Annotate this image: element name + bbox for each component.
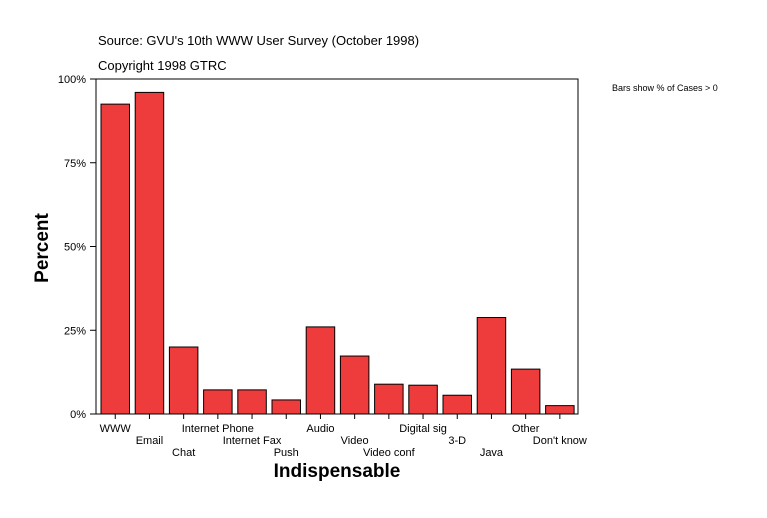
x-tick-label-java: Java [480,447,504,459]
bar-other [510,368,541,415]
y-axis-ticks: 0% 25% 50% 75% 100% [58,74,96,421]
bar-digital-sig [408,384,438,415]
x-tick-label-push: Push [274,447,299,459]
bar-video-conf [374,383,404,415]
bar-audio [305,326,336,415]
bar-email [134,91,165,415]
y-tick-label: 25% [64,325,86,337]
bar-chat [168,346,199,415]
bar-don-t-know [545,405,575,415]
y-tick-label: 50% [64,242,86,254]
x-tick-label-internet-fax: Internet Fax [223,435,282,447]
y-tick-label: 100% [58,74,86,86]
copyright-caption: Copyright 1998 GTRC [98,58,227,73]
bar-internet-fax [237,389,267,415]
x-tick-label-don-t-know: Don't know [533,435,587,447]
x-tick-label-3-d: 3-D [448,435,466,447]
y-tick-label: 75% [64,158,86,170]
bar-push [271,399,301,415]
source-caption: Source: GVU's 10th WWW User Survey (Octo… [98,33,420,48]
x-tick-label-audio: Audio [306,423,334,435]
bars-group [100,91,575,415]
x-tick-label-www: WWW [100,423,132,435]
x-tick-label-digital-sig: Digital sig [399,423,447,435]
y-tick-label: 0% [70,409,86,421]
bar-video [339,355,370,415]
x-axis-title: Indispensable [274,461,401,482]
y-axis-title: Percent [32,212,53,282]
x-tick-label-internet-phone: Internet Phone [182,423,254,435]
bar-internet-phone [203,389,233,415]
x-tick-label-other: Other [512,423,540,435]
x-tick-label-video-conf: Video conf [363,447,416,459]
bar-www [100,103,130,415]
x-tick-label-email: Email [136,435,164,447]
x-tick-label-video: Video [341,435,369,447]
bars-note: Bars show % of Cases > 0 [612,83,718,93]
x-tick-label-chat: Chat [172,447,195,459]
bar-java [476,317,507,415]
bar-3-d [442,394,472,415]
